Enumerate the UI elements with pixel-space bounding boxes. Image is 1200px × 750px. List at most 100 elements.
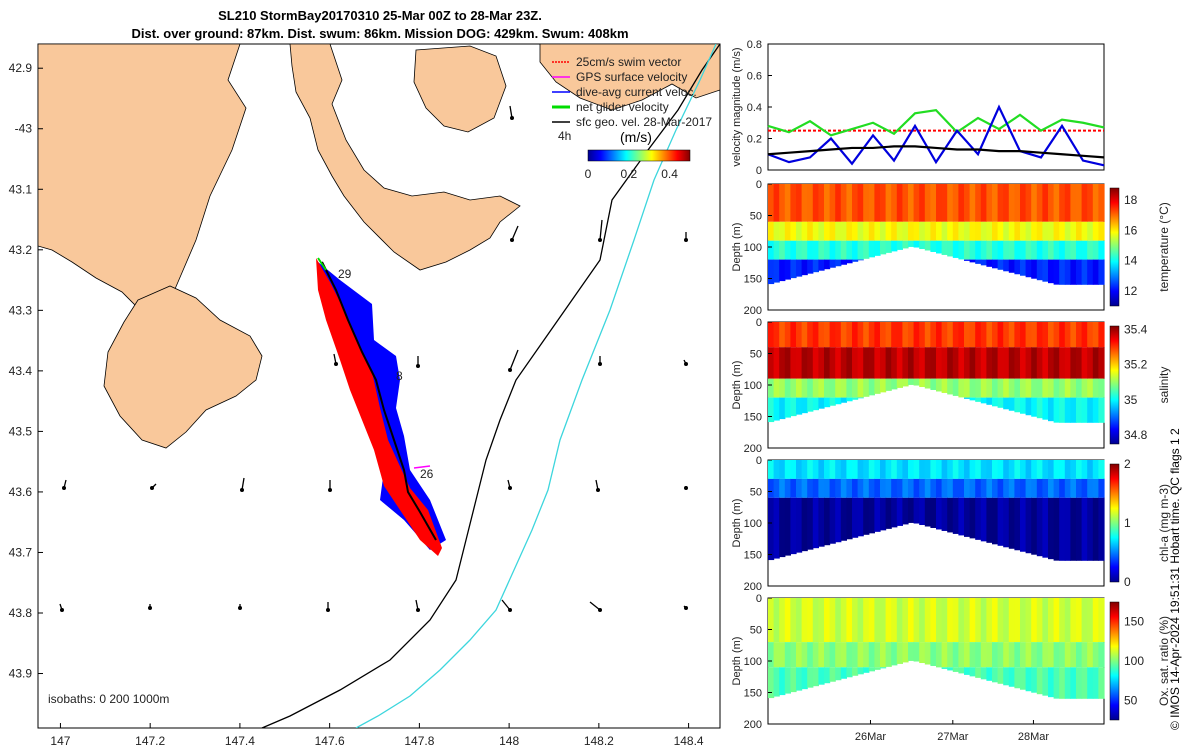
chart-title-line1: SL210 StormBay20170310 25-Mar 00Z to 28-… bbox=[218, 8, 542, 23]
section-cell bbox=[846, 240, 853, 260]
section-cell bbox=[874, 642, 881, 668]
section-cell bbox=[952, 478, 959, 498]
section-cell bbox=[986, 221, 993, 241]
section-cell bbox=[1020, 497, 1027, 552]
section-cell bbox=[1003, 259, 1010, 272]
section-cell bbox=[891, 478, 898, 498]
section-ytick-label: 200 bbox=[744, 719, 762, 731]
section-ytick-label: 0 bbox=[756, 179, 762, 191]
section-cell bbox=[824, 221, 831, 241]
section-cell bbox=[784, 598, 791, 643]
section-cell bbox=[818, 460, 825, 479]
section-cell bbox=[964, 598, 971, 643]
section-cell bbox=[773, 642, 780, 668]
section-cell bbox=[1081, 347, 1088, 379]
section-cell bbox=[818, 184, 825, 222]
section-cell bbox=[896, 642, 903, 664]
section-cell bbox=[829, 378, 836, 398]
section-cell bbox=[779, 642, 786, 668]
chart-title-line2: Dist. over ground: 87km. Dist. swum: 86k… bbox=[131, 26, 629, 41]
section-cell bbox=[1098, 184, 1105, 222]
section-cell bbox=[986, 497, 993, 543]
section-cell bbox=[947, 378, 954, 395]
section-cell bbox=[1036, 497, 1043, 557]
section-cell bbox=[1081, 667, 1088, 699]
section-cell bbox=[768, 184, 775, 222]
section-cell bbox=[919, 322, 926, 348]
velocity-ytick-label: 0.8 bbox=[747, 39, 762, 51]
section-cell bbox=[975, 667, 982, 678]
section-cell bbox=[840, 460, 847, 479]
section-cell bbox=[1036, 240, 1043, 260]
section-cell bbox=[863, 184, 870, 222]
section-ytick-label: 100 bbox=[744, 380, 762, 392]
section-cell bbox=[1031, 184, 1038, 222]
lon-tick-label: 148.4 bbox=[674, 734, 704, 748]
section-cell bbox=[1025, 378, 1032, 398]
section-cell bbox=[908, 322, 915, 348]
section-cell bbox=[947, 667, 954, 671]
section-cell bbox=[1025, 184, 1032, 222]
section-cell bbox=[835, 322, 842, 348]
section-cell bbox=[885, 221, 892, 241]
section-cell bbox=[947, 598, 954, 643]
section-cell bbox=[930, 322, 937, 348]
section-cell bbox=[1081, 259, 1088, 285]
section-cell bbox=[913, 598, 920, 643]
section-cell bbox=[807, 397, 814, 412]
section-cell bbox=[947, 221, 954, 241]
section-cell bbox=[874, 322, 881, 348]
section-cell bbox=[1036, 184, 1043, 222]
lon-tick-label: 147.4 bbox=[225, 734, 255, 748]
xtick-label: 26Mar bbox=[855, 731, 887, 743]
section-cell bbox=[896, 598, 903, 643]
section-cell bbox=[790, 221, 797, 241]
isobaths-label: isobaths: 0 200 1000m bbox=[48, 692, 169, 706]
section-ylabel: Depth (m) bbox=[731, 361, 743, 410]
section-cell bbox=[964, 347, 971, 379]
section-cell bbox=[1076, 240, 1083, 260]
section-cell bbox=[812, 378, 819, 398]
velocity-ytick-label: 0.2 bbox=[747, 134, 762, 146]
lat-tick-label: 43.9 bbox=[9, 667, 33, 681]
section-cell bbox=[846, 642, 853, 668]
section-cell bbox=[807, 347, 814, 379]
section-cell bbox=[840, 221, 847, 241]
section-cell bbox=[1098, 259, 1105, 285]
section-cell bbox=[1076, 397, 1083, 423]
section-cell bbox=[891, 184, 898, 222]
section-cell bbox=[807, 184, 814, 222]
section-cell bbox=[1064, 322, 1071, 348]
section-ytick-label: 50 bbox=[750, 625, 762, 637]
section-cell bbox=[784, 322, 791, 348]
section-cell bbox=[924, 642, 931, 665]
section-cell bbox=[779, 240, 786, 260]
section-cell bbox=[790, 478, 797, 498]
section-cell bbox=[986, 347, 993, 379]
section-cell bbox=[975, 497, 982, 540]
section-cell bbox=[773, 397, 780, 421]
section-cell bbox=[784, 259, 791, 280]
section-cell bbox=[919, 642, 926, 664]
section-cell bbox=[779, 598, 786, 643]
section-cell bbox=[784, 460, 791, 479]
section-cell bbox=[857, 347, 864, 379]
section-cell bbox=[779, 322, 786, 348]
section-cell bbox=[1042, 184, 1049, 222]
section-cell bbox=[835, 259, 842, 267]
section-cell bbox=[863, 598, 870, 643]
section-cell bbox=[1092, 667, 1099, 699]
section-cell bbox=[1048, 221, 1055, 241]
section-cell bbox=[908, 497, 915, 523]
section-cell bbox=[1070, 642, 1077, 668]
section-cell bbox=[986, 240, 993, 260]
section-cell bbox=[1087, 221, 1094, 241]
section-cell bbox=[1098, 397, 1105, 423]
section-cell bbox=[1042, 460, 1049, 479]
section-cell bbox=[818, 322, 825, 348]
velocity-ytick-label: 0 bbox=[756, 165, 762, 177]
section-cell bbox=[768, 478, 775, 498]
section-cell bbox=[1087, 378, 1094, 398]
section-cell bbox=[846, 497, 853, 540]
section-cell bbox=[969, 478, 976, 498]
